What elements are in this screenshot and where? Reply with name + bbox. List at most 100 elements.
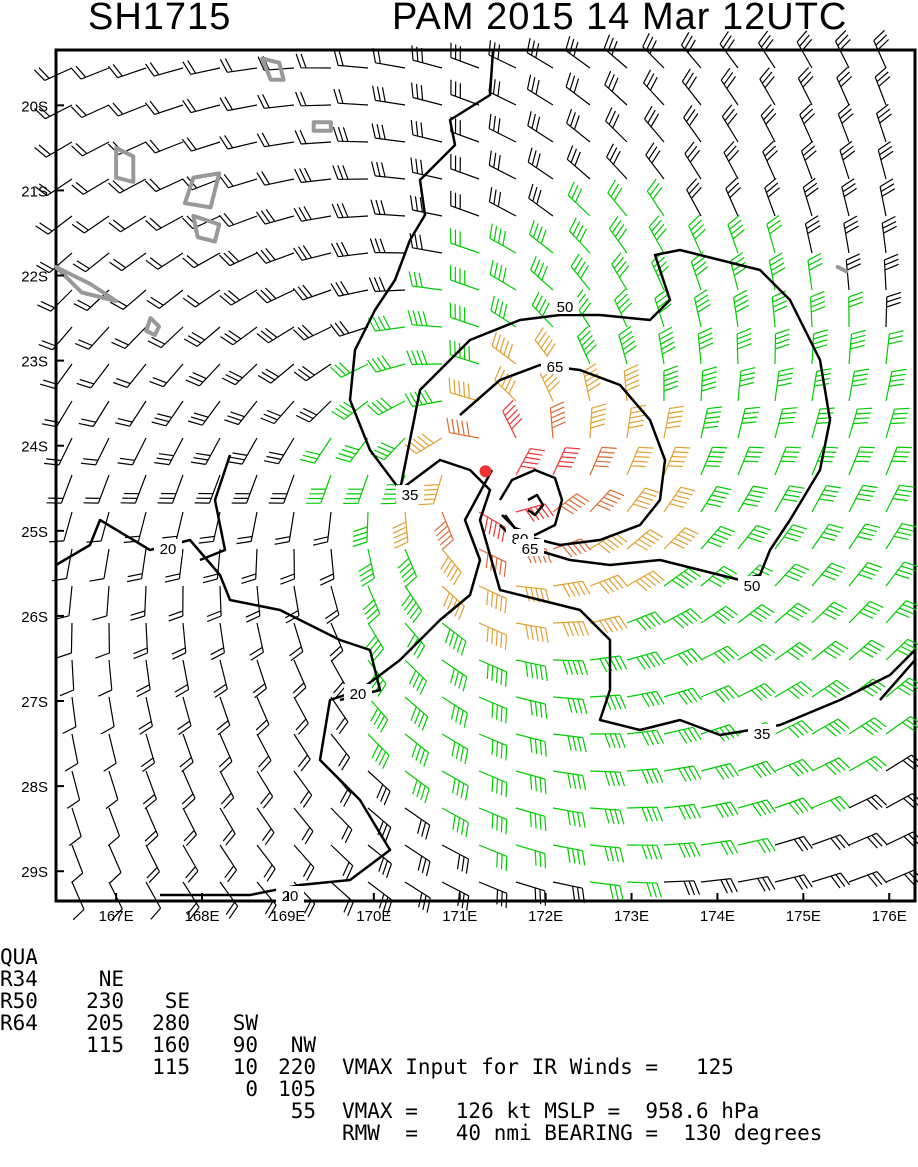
lat-label: 24S <box>21 439 48 456</box>
wind-barb <box>294 167 332 184</box>
wind-barb <box>552 696 588 714</box>
wind-barb <box>410 157 443 180</box>
wind-barb <box>764 177 780 217</box>
wind-barb <box>367 397 406 416</box>
wind-barb <box>723 141 740 180</box>
wind-barb <box>57 622 73 659</box>
wind-barb <box>146 289 184 309</box>
lat-label: 22S <box>21 269 48 286</box>
wind-barb <box>177 696 192 735</box>
wind-barb <box>759 67 776 106</box>
wind-barb <box>54 585 73 620</box>
wind-barb <box>362 585 381 625</box>
wind-barb <box>241 548 258 584</box>
r50-sw: 10 <box>232 1055 258 1079</box>
wind-barb <box>227 437 258 465</box>
wind-barb <box>411 82 443 106</box>
wind-barb <box>216 696 231 736</box>
wind-barb <box>626 611 666 631</box>
wind-barb <box>38 326 73 351</box>
wind-barb <box>683 105 702 143</box>
wind-barb <box>848 832 888 849</box>
wind-barb <box>98 659 113 697</box>
wind-barb <box>737 643 776 662</box>
wind-barb <box>44 437 73 466</box>
wind-barb <box>552 881 585 903</box>
contour-50 <box>398 248 832 582</box>
wind-barb <box>885 368 907 402</box>
wind-barb <box>549 401 566 439</box>
wind-barb <box>684 141 702 180</box>
wind-barb <box>874 66 891 106</box>
wind-barb <box>766 215 783 254</box>
island-outline <box>260 56 286 82</box>
wind-barb <box>182 289 221 308</box>
wind-barb <box>848 484 878 513</box>
wind-barb <box>182 98 221 114</box>
wind-barb <box>879 178 896 217</box>
wind-barb <box>848 794 888 811</box>
wind-barb <box>774 720 814 739</box>
wind-barb <box>441 585 465 621</box>
wind-barb <box>370 437 406 461</box>
wind-barb <box>255 287 295 304</box>
wind-barb <box>206 585 222 623</box>
wind-barb <box>774 524 808 550</box>
wind-barb <box>885 831 918 848</box>
lon-label: 168E <box>185 908 220 924</box>
wind-barb <box>848 600 884 624</box>
wind-barb <box>319 548 335 586</box>
wind-barb <box>329 321 369 337</box>
wind-barb <box>404 433 443 455</box>
wind-barb <box>86 511 110 543</box>
wind-barb <box>774 328 790 365</box>
wind-barb <box>729 252 747 291</box>
vmax-line: VMAX = 126 kt MSLP = 958.6 hPa <box>342 1099 760 1123</box>
wind-barb <box>515 622 549 643</box>
wind-barb <box>644 105 665 143</box>
wind-barb <box>626 844 663 860</box>
wind-barb <box>255 248 295 264</box>
wind-barb <box>92 585 110 621</box>
plot-title: PAM 2015 14 Mar 12UTC <box>392 0 848 38</box>
contour-label: 35 <box>402 487 419 504</box>
wind-barb <box>737 876 776 892</box>
island-outline <box>182 171 222 210</box>
wind-barb <box>848 871 888 887</box>
wind-barb <box>333 50 369 69</box>
wind-barb <box>147 326 184 349</box>
wind-barb <box>182 807 198 847</box>
wind-barb <box>552 621 590 637</box>
wind-barb <box>330 881 354 917</box>
wind-barb <box>490 295 517 328</box>
wind-barb <box>34 178 73 197</box>
wind-barb <box>663 880 701 896</box>
wind-barb <box>330 281 369 297</box>
wind-barb <box>179 733 194 773</box>
wind-barb <box>115 400 147 427</box>
wind-barb <box>526 37 554 69</box>
r34-se: 280 <box>152 1011 190 1035</box>
wind-barb <box>36 252 73 274</box>
wind-barb <box>774 797 814 815</box>
contour-label: 65 <box>547 359 564 376</box>
island-outline <box>114 145 136 184</box>
wind-barb <box>845 253 861 291</box>
wind-barb <box>333 88 369 106</box>
wind-barb <box>434 511 454 551</box>
wind-barb <box>737 485 768 513</box>
wind-barb <box>848 329 867 365</box>
wind-barb <box>762 140 779 180</box>
wind-barb <box>450 79 480 106</box>
wind-barb <box>151 400 184 427</box>
wind-barb <box>565 72 591 106</box>
wind-barb <box>654 288 672 328</box>
wind-barb <box>848 678 886 698</box>
wind-barb <box>256 881 277 919</box>
wind-barb <box>120 474 147 504</box>
wind-barb <box>406 350 443 365</box>
wind-barb <box>582 363 601 402</box>
wind-barb <box>367 315 406 332</box>
wind-barb <box>185 363 221 387</box>
wind-barb <box>448 377 480 402</box>
